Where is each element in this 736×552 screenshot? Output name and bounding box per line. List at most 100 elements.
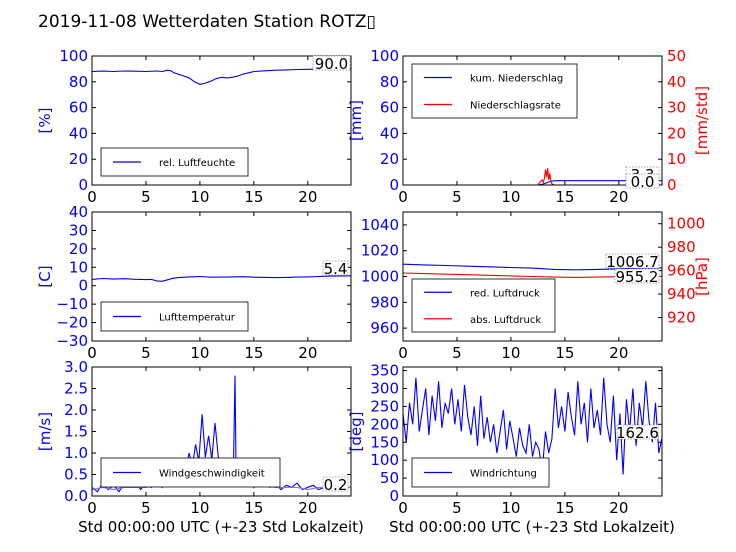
legend-label: Niederschlagsrate xyxy=(470,101,561,112)
last-value-label: 5.4 xyxy=(322,260,349,278)
y-tick-label: 80 xyxy=(380,73,399,91)
legend: Windrichtung xyxy=(411,457,550,488)
y-tick-label: 0 xyxy=(78,176,88,194)
y-tick-label: 200 xyxy=(370,415,399,433)
panel-pressure: 0 5 10 15 20 960 980 1000 1020 1040 920 940 960 980 10… xyxy=(361,211,711,362)
y-tick-label: 250 xyxy=(370,397,399,415)
figure-title: 2019-11-08 Wetterdaten Station ROTZ▯ xyxy=(38,12,376,32)
y-tick-label: −30 xyxy=(56,332,88,350)
x-tick-label: 15 xyxy=(555,499,574,517)
y2-tick-label: 40 xyxy=(667,73,686,91)
y-tick-label: 20 xyxy=(69,150,88,168)
y-tick-label: 1.0 xyxy=(64,444,88,462)
legend-label: Windgeschwindigkeit xyxy=(159,469,265,480)
x-tick-label: 20 xyxy=(298,344,317,362)
y-tick-label: 1020 xyxy=(361,242,399,260)
x-tick-label: 0 xyxy=(398,344,408,362)
y2-tick-label: 30 xyxy=(667,99,686,117)
x-tick-label: 15 xyxy=(555,344,574,362)
y-tick-label: 100 xyxy=(370,451,399,469)
y2-tick-label: 960 xyxy=(667,262,696,280)
x-tick-label: 0 xyxy=(87,188,97,206)
y-tick-label: 150 xyxy=(370,433,399,451)
y-tick-label: −10 xyxy=(56,295,88,313)
y2-tick-label: 20 xyxy=(667,124,686,142)
legend-label: rel. Luftfeuchte xyxy=(159,158,235,169)
series-line-0 xyxy=(403,180,662,185)
y2-tick-label: 10 xyxy=(667,150,686,168)
x-tick-label: 5 xyxy=(452,344,462,362)
x-axis-label-right: Std 00:00:00 UTC (+-23 Std Lokalzeit) xyxy=(389,518,675,536)
y-tick-label: 60 xyxy=(69,99,88,117)
y-tick-label: 50 xyxy=(380,469,399,487)
y2-axis-label: [mm/std] xyxy=(693,86,711,155)
x-tick-label: 5 xyxy=(452,499,462,517)
y-tick-label: 3.0 xyxy=(64,358,88,376)
legend-label: Lufttemperatur xyxy=(159,313,236,324)
y-tick-label: 40 xyxy=(69,124,88,142)
series-line-1 xyxy=(403,168,662,185)
plot-frame xyxy=(91,211,352,342)
y-tick-label: 40 xyxy=(69,203,88,221)
plot-frame xyxy=(402,366,663,497)
y-tick-label: 960 xyxy=(370,319,399,337)
legend-label: Windrichtung xyxy=(470,469,537,480)
x-tick-label: 5 xyxy=(141,188,151,206)
last-value-label: 0.2 xyxy=(322,476,349,494)
series-line-0 xyxy=(92,275,351,282)
svg-text:90.0: 90.0 xyxy=(315,55,348,73)
panel-wind-direction: 0 5 10 15 20050100150200250300350[deg]Windri… xyxy=(347,362,663,517)
y2-tick-label: 50 xyxy=(667,47,686,65)
x-tick-label: 10 xyxy=(190,499,209,517)
y2-axis-label: [hPa] xyxy=(693,257,711,296)
legend: kum. Niederschlag Niederschlagsrate xyxy=(411,63,578,119)
y-axis-label: [C] xyxy=(36,265,54,287)
legend: Windgeschwindigkeit xyxy=(100,457,281,488)
y-tick-label: 20 xyxy=(380,150,399,168)
y-axis-label: [mm] xyxy=(347,100,365,141)
x-tick-label: 10 xyxy=(501,188,520,206)
svg-text:162.6: 162.6 xyxy=(616,424,659,442)
y2-tick-label: 940 xyxy=(667,285,696,303)
y-tick-label: 40 xyxy=(380,124,399,142)
y-axis-label: [%] xyxy=(36,108,54,134)
y-tick-label: 0 xyxy=(389,487,399,505)
legend-label: red. Luftdruck xyxy=(470,288,540,299)
x-tick-label: 20 xyxy=(609,499,628,517)
y-tick-label: 20 xyxy=(69,240,88,258)
x-tick-label: 0 xyxy=(87,344,97,362)
svg-text:0.0: 0.0 xyxy=(631,173,655,191)
x-tick-label: 15 xyxy=(244,344,263,362)
y2-tick-label: 0 xyxy=(667,176,677,194)
legend-label: abs. Luftdruck xyxy=(470,315,541,326)
y-tick-label: 30 xyxy=(69,221,88,239)
y-tick-label: 0.5 xyxy=(64,466,88,484)
y-tick-label: 0 xyxy=(389,176,399,194)
y-axis-label: [deg] xyxy=(347,412,365,452)
plot-frame xyxy=(91,55,352,186)
x-tick-label: 20 xyxy=(609,344,628,362)
y-tick-label: −20 xyxy=(56,314,88,332)
legend: Lufttemperatur xyxy=(100,301,249,332)
legend: red. Luftdruck abs. Luftdruck xyxy=(411,278,556,333)
x-tick-label: 5 xyxy=(141,344,151,362)
x-tick-label: 15 xyxy=(555,188,574,206)
y-tick-label: 80 xyxy=(69,73,88,91)
last-value-label: 162.6 xyxy=(616,424,659,442)
plot-frame xyxy=(402,55,663,186)
svg-text:1006.7: 1006.7 xyxy=(606,253,659,271)
y2-tick-label: 920 xyxy=(667,309,696,327)
y-tick-label: 1040 xyxy=(361,216,399,234)
x-tick-label: 10 xyxy=(190,188,209,206)
x-tick-label: 0 xyxy=(398,188,408,206)
x-tick-label: 5 xyxy=(452,188,462,206)
x-tick-label: 15 xyxy=(244,188,263,206)
svg-text:5.4: 5.4 xyxy=(324,260,348,278)
x-tick-label: 0 xyxy=(87,499,97,517)
y-tick-label: 60 xyxy=(380,99,399,117)
x-tick-label: 10 xyxy=(190,344,209,362)
y-tick-label: 980 xyxy=(370,293,399,311)
y-tick-label: 100 xyxy=(370,47,399,65)
y-tick-label: 10 xyxy=(69,258,88,276)
